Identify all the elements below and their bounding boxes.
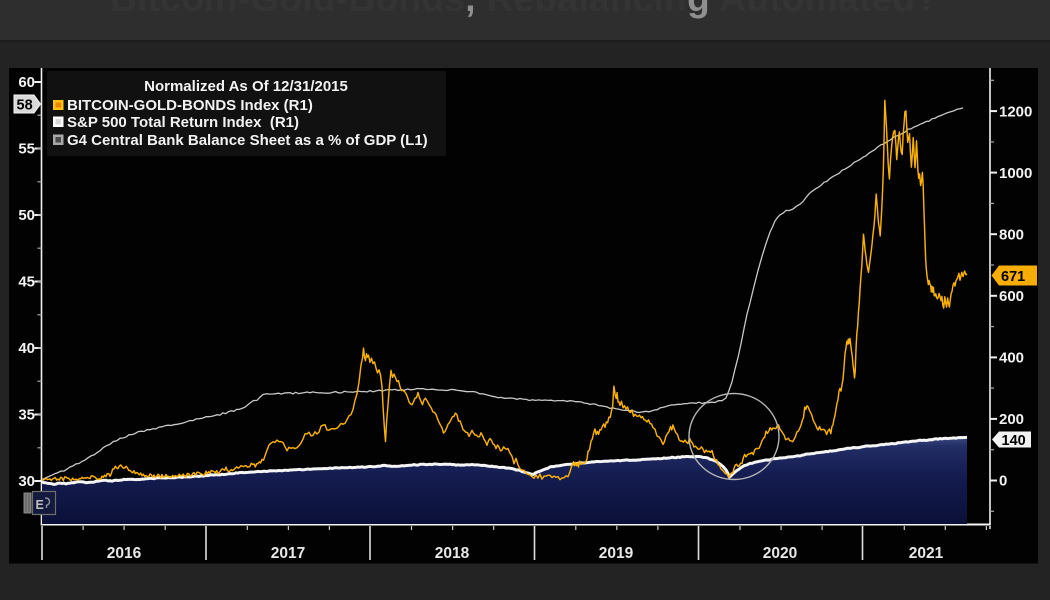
svg-text:1000: 1000 (999, 165, 1032, 182)
svg-text:58: 58 (17, 98, 33, 114)
svg-text:50: 50 (18, 207, 35, 224)
svg-text:Bitcoin-Gold-Bonds, Rebalancin: Bitcoin-Gold-Bonds, Rebalancing Automate… (110, 0, 938, 19)
svg-text:2021: 2021 (909, 545, 944, 562)
svg-text:55: 55 (18, 141, 35, 158)
svg-text:60: 60 (18, 74, 35, 91)
svg-text:140: 140 (1002, 433, 1026, 449)
svg-text:E: E (36, 498, 44, 512)
svg-text:S&P 500 Total Return Index (R: S&P 500 Total Return Index (R1) (67, 114, 299, 131)
svg-text:BITCOIN-GOLD-BONDS Index (R1): BITCOIN-GOLD-BONDS Index (R1) (67, 97, 313, 114)
svg-text:2018: 2018 (435, 545, 470, 562)
svg-text:800: 800 (999, 226, 1024, 243)
svg-text:45: 45 (18, 274, 35, 291)
svg-text:2020: 2020 (763, 545, 797, 562)
svg-text:40: 40 (18, 340, 35, 357)
svg-text:0: 0 (999, 473, 1007, 490)
svg-text:2017: 2017 (271, 545, 305, 562)
svg-text:671: 671 (1001, 269, 1025, 285)
svg-text:30: 30 (18, 473, 35, 490)
svg-text:2016: 2016 (107, 545, 142, 562)
svg-text:G4 Central Bank Balance Sheet: G4 Central Bank Balance Sheet as a % of … (67, 132, 428, 149)
svg-text:Normalized As Of 12/31/2015: Normalized As Of 12/31/2015 (144, 78, 348, 95)
svg-text:1200: 1200 (999, 103, 1032, 120)
svg-text:2019: 2019 (599, 545, 634, 562)
svg-text:400: 400 (999, 350, 1024, 367)
svg-text:600: 600 (999, 288, 1024, 305)
svg-text:200: 200 (999, 411, 1024, 428)
svg-text:35: 35 (18, 407, 35, 424)
